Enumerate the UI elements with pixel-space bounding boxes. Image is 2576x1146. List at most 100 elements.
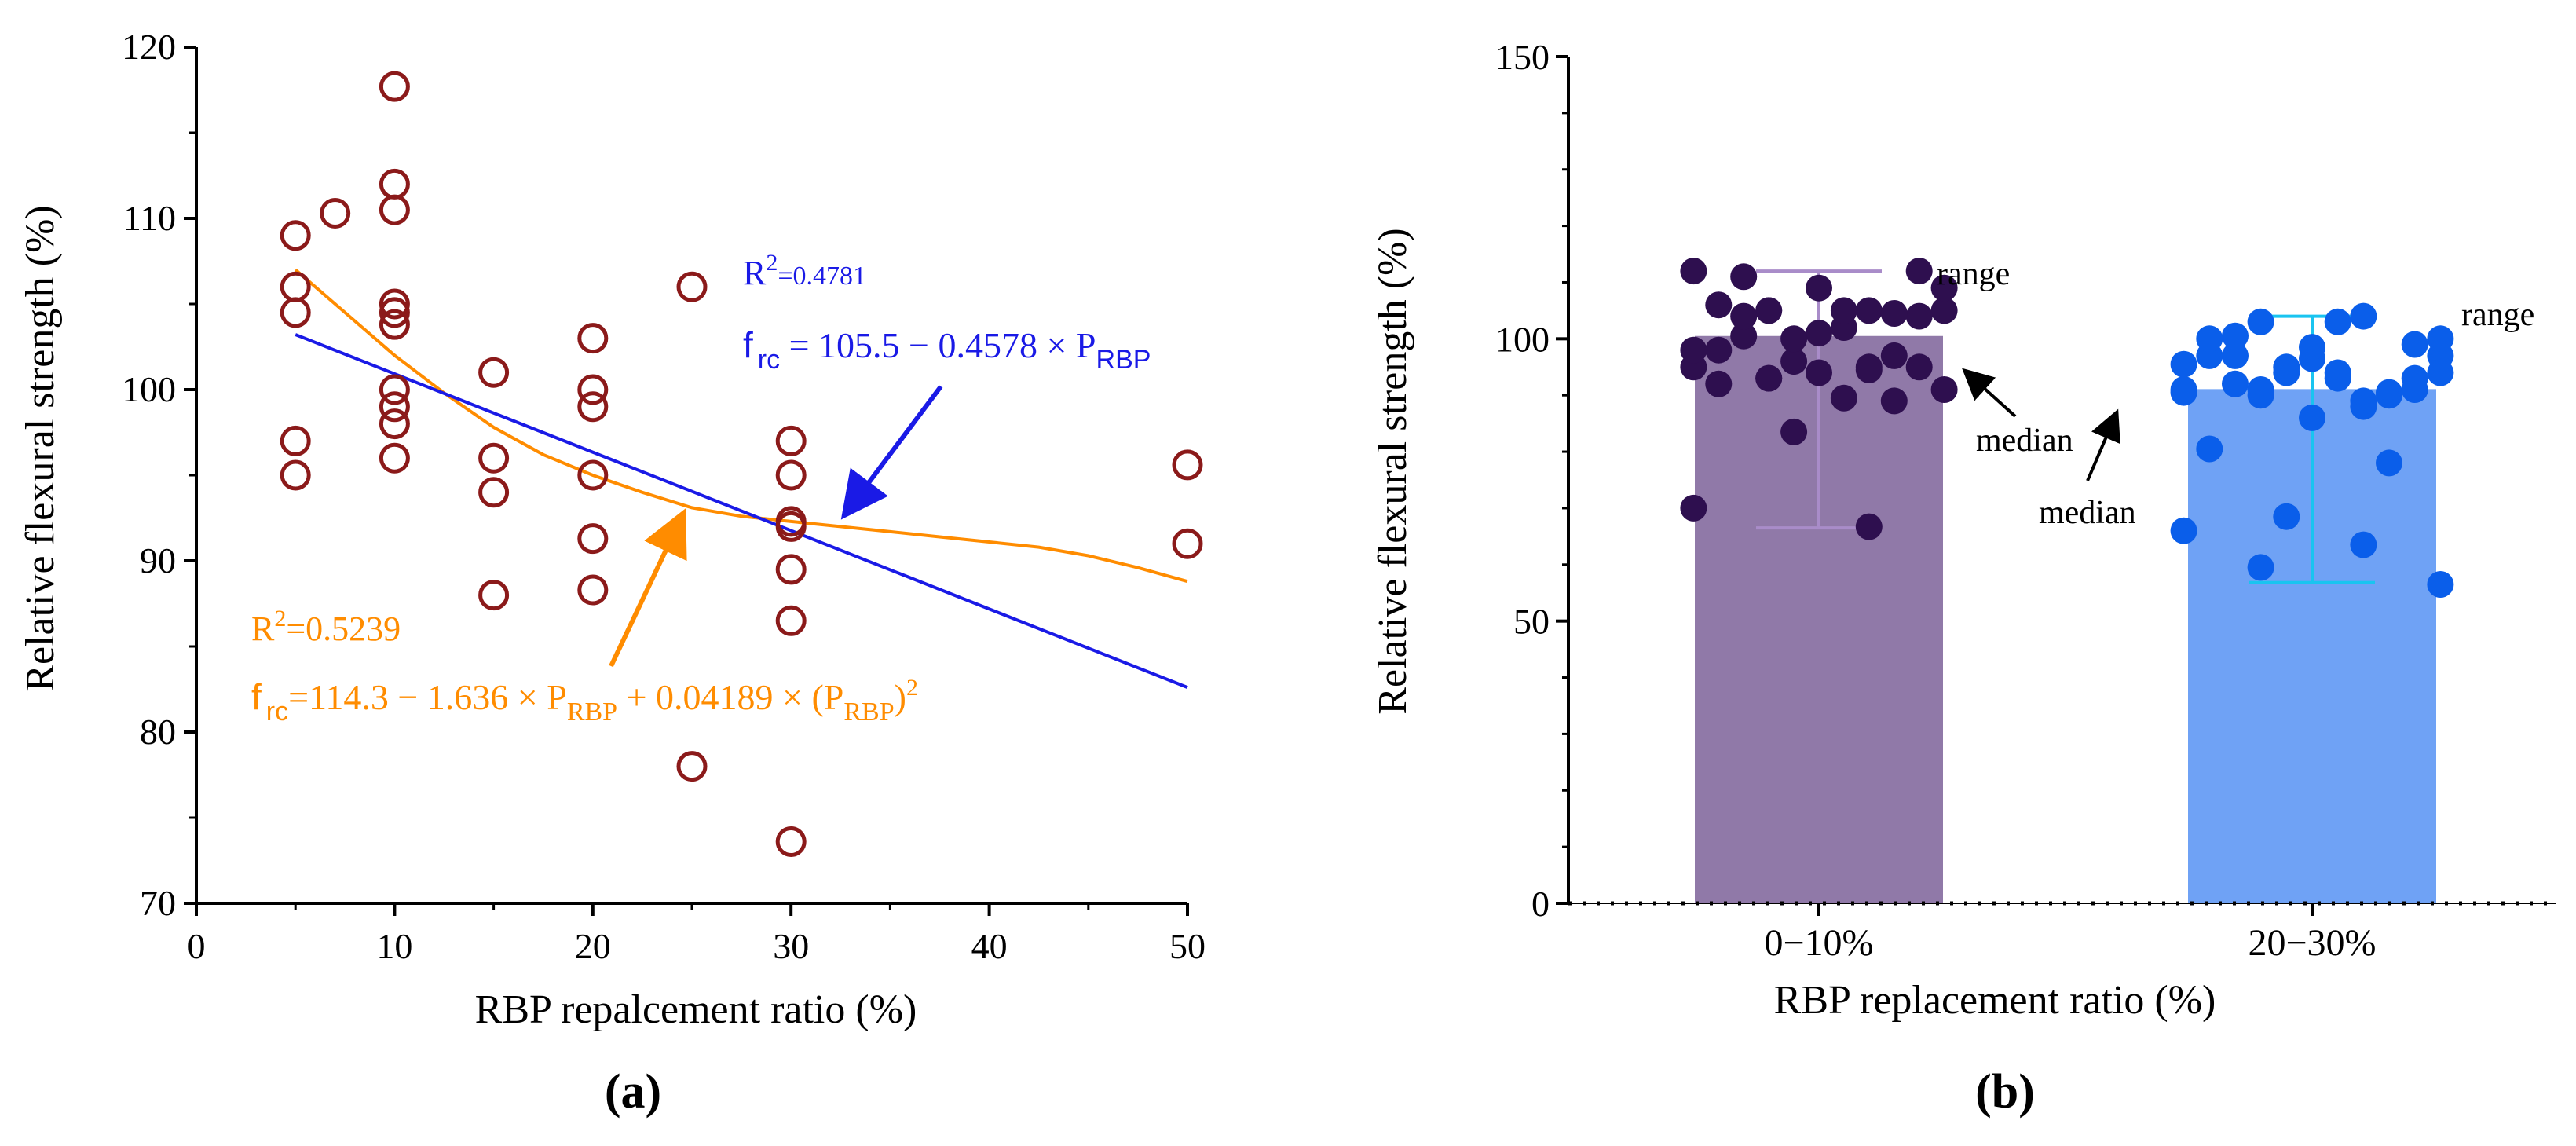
scatter-point (577, 523, 609, 555)
chart-a: 0 10 20 30 40 50 70 80 90 100 110 120 RBP repalceme… (18, 27, 1206, 1119)
data-dot (1705, 370, 1733, 397)
scatter-point (775, 511, 807, 542)
y-tick-label: 70 (140, 883, 176, 923)
scatter-point (577, 459, 609, 491)
chart-b-bars (1680, 258, 2454, 904)
data-dot (2273, 503, 2300, 530)
scatter-point (577, 391, 609, 423)
data-dot (2170, 376, 2197, 403)
scatter-point (379, 288, 410, 320)
data-dot (2196, 435, 2223, 463)
linear-fit-r2: R2=0.4781 (743, 250, 866, 292)
data-dot (2222, 342, 2249, 369)
data-dot (2273, 359, 2300, 386)
data-dot (1705, 336, 1733, 364)
data-dot (2427, 571, 2454, 598)
quad-fit-curve (294, 268, 1188, 584)
linear-fit-equation: f rc = 105.5 − 0.4578 × PRBP (743, 324, 1151, 375)
scatter-point (379, 194, 410, 225)
data-dot (2350, 387, 2377, 415)
data-dot (2350, 302, 2377, 330)
quad-fit-arrow (609, 508, 687, 668)
data-dot (1680, 494, 1707, 522)
data-dot (1730, 302, 1758, 330)
chart-a-xlabel: RBP repalcement ratio (%) (475, 987, 917, 1032)
data-dot (1806, 274, 1832, 302)
data-dot (1905, 258, 1933, 285)
x-category-label: 0−10% (1764, 922, 1873, 964)
data-dot (1705, 291, 1733, 319)
data-dot (2170, 350, 2197, 378)
scatter-point (478, 442, 510, 474)
scatter-point (379, 309, 410, 340)
data-dot (1905, 353, 1933, 381)
x-tick-label: 0 (188, 926, 206, 966)
y-tick-label: 0 (1531, 884, 1550, 924)
scatter-point (676, 271, 708, 302)
scatter-point (478, 357, 510, 388)
y-tick-label: 150 (1495, 37, 1550, 77)
data-dot (2376, 449, 2402, 477)
data-dot (1880, 387, 1908, 415)
scatter-point (379, 408, 410, 440)
data-dot (1830, 384, 1857, 412)
data-dot (1806, 320, 1832, 347)
scatter-point (379, 168, 410, 200)
scatter-point (1172, 449, 1203, 481)
scatter-point (1172, 528, 1203, 559)
scatter-point (379, 391, 410, 423)
data-dot (2247, 308, 2274, 335)
chart-a-axes (195, 47, 1187, 905)
scatter-point (280, 425, 311, 456)
chart-b: 0−10% 20−30% 0 50 100 150 RBP replacement rat… (1370, 37, 2556, 1119)
data-dot (1780, 348, 1808, 375)
scatter-point (775, 554, 807, 585)
scatter-point (280, 271, 311, 302)
scatter-point (775, 459, 807, 491)
scatter-point (320, 197, 351, 229)
data-dot (2324, 364, 2351, 392)
y-tick-label: 80 (140, 712, 176, 752)
data-dot (2299, 404, 2325, 431)
data-dot (1930, 274, 1958, 302)
data-dot (2350, 531, 2377, 558)
data-dot (1855, 297, 1883, 324)
quad-fit-equation: f rc=114.3 − 1.636 × PRBP + 0.04189 × (PR… (251, 675, 918, 727)
data-dot (1806, 359, 1832, 386)
data-dot (2401, 331, 2428, 358)
data-dot (2376, 382, 2402, 409)
data-dot (2222, 322, 2249, 350)
x-tick-label: 40 (971, 926, 1008, 966)
x-tick-label: 30 (773, 926, 809, 966)
scatter-point (577, 374, 609, 405)
data-dot (1905, 302, 1933, 330)
range-label-a: range (1937, 256, 2010, 292)
data-dot (2247, 382, 2274, 409)
quad-fit-r2: R2=0.5239 (251, 606, 401, 648)
x-tick-label: 20 (575, 926, 611, 966)
data-dot (2170, 517, 2197, 544)
x-tick-label: 50 (1169, 926, 1206, 966)
data-dot (1880, 300, 1908, 327)
data-dot (1755, 297, 1783, 324)
data-dot (1680, 336, 1707, 364)
data-dot (1855, 513, 1883, 540)
scatter-point (577, 574, 609, 606)
scatter-point (775, 826, 807, 858)
y-tick-label: 100 (1495, 319, 1550, 359)
chart-a-panel-label: (a) (605, 1065, 661, 1119)
data-dot (1780, 325, 1808, 353)
scatter-point (280, 297, 311, 328)
scatter-point (379, 374, 410, 405)
linear-fit-arrow (840, 385, 943, 520)
chart-b-xlabel: RBP replacement ratio (%) (1774, 978, 2216, 1023)
data-dot (1830, 297, 1857, 324)
data-dot (2401, 376, 2428, 403)
scatter-point (280, 459, 311, 491)
data-dot (1730, 263, 1758, 291)
linear-fit-line (295, 333, 1188, 689)
data-dot (2299, 334, 2325, 361)
median-label-b: median (2039, 495, 2136, 531)
chart-b-ylabel: Relative flexural strength (%) (1370, 228, 1415, 714)
y-tick-label: 110 (123, 198, 176, 238)
